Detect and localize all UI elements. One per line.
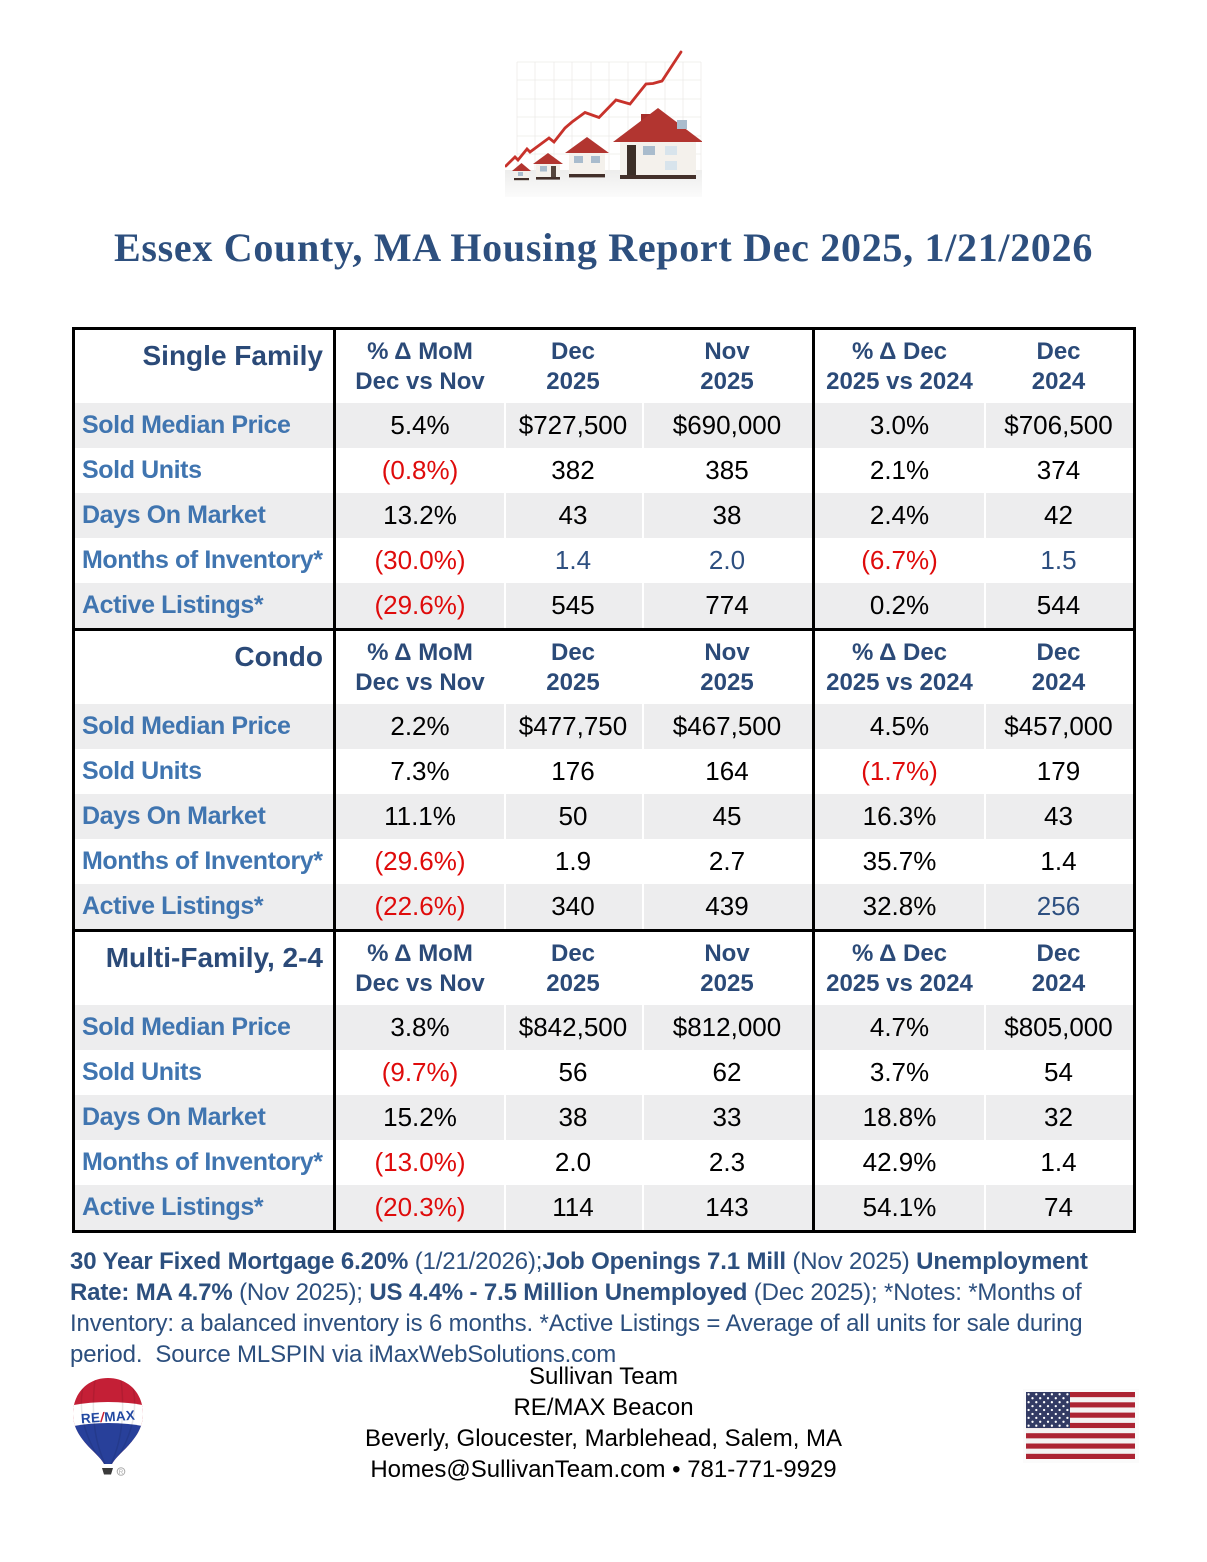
svg-text:R: R (119, 1469, 124, 1476)
svg-text:RE/MAX: RE/MAX (80, 1408, 135, 1427)
